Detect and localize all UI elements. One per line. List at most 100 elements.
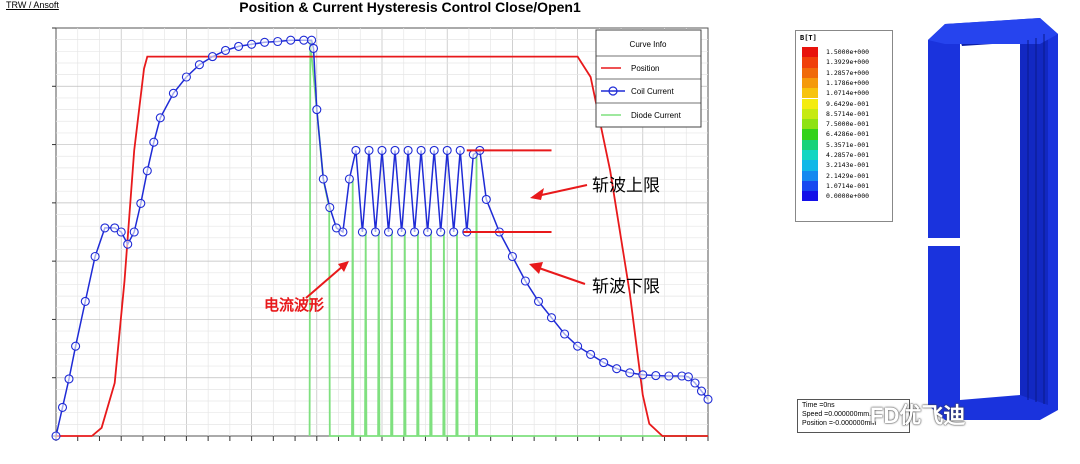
coil-current-point (703, 394, 713, 404)
field-scale-row: 1.3929e+000 (802, 57, 888, 68)
coil-current-point (142, 166, 152, 176)
coil-current-point (377, 145, 387, 155)
field-scale-label: 1.0714e-001 (826, 181, 870, 190)
coil-current-point (247, 39, 257, 49)
field-scale-swatch (802, 119, 818, 130)
field-scale-label: 5.3571e-001 (826, 140, 870, 149)
coil-current-point (436, 227, 446, 237)
coil-current-point (312, 105, 322, 115)
annotation-lower-limit: 斩波下限 (592, 277, 660, 297)
field-scale-swatch (802, 160, 818, 171)
coil-current-point (397, 227, 407, 237)
field-scale-swatch (802, 47, 818, 58)
coil-current-point (260, 37, 270, 47)
field-scale-swatch (802, 77, 818, 89)
coil-current-series (51, 35, 713, 441)
legend-title: Curve Info (630, 40, 667, 49)
field-scale-row: 9.6429e-001 (802, 98, 888, 109)
coil-current-point (560, 329, 570, 339)
position-series (56, 55, 708, 437)
coil-current-point (64, 374, 74, 384)
field-legend-title: B[T] (800, 34, 817, 42)
coil-current-point (664, 371, 674, 381)
field-scale-row: 7.5000e-001 (802, 119, 888, 130)
coil-current-point (696, 386, 707, 396)
coil-current-point (383, 227, 394, 237)
coil-current-point (100, 223, 110, 233)
field-scale-row: 1.0714e+000 (802, 88, 888, 99)
field-color-legend: B[T] 1.5000e+000 1.3929e+000 1.2857e+000 1.… (795, 30, 893, 222)
coil-current-point (351, 145, 361, 155)
coil-current-point (455, 145, 465, 155)
chart-title: Position & Current Hysteresis Control Cl… (239, 0, 581, 15)
legend-marker-coil (608, 86, 618, 96)
coil-current-point (449, 227, 459, 237)
sim-time: Time =0ns (802, 402, 835, 409)
coil-current-point (651, 371, 661, 381)
field-scale-swatch (802, 170, 818, 181)
actuator-3d-model (928, 18, 1058, 420)
field-scale-label: 1.5000e+000 (826, 48, 870, 56)
coil-current-point (690, 378, 700, 388)
field-scale-row: 8.5714e-001 (802, 108, 888, 120)
field-scale-row: 5.3571e-001 (802, 139, 888, 150)
coil-current-point (168, 88, 178, 98)
coil-current-point (123, 239, 133, 249)
coil-current-point (423, 227, 433, 237)
coil-current-point (586, 349, 596, 359)
field-scale-row: 1.2857e+000 (802, 67, 888, 78)
field-scale-label: 3.2143e-001 (826, 161, 870, 170)
field-scale-label: 6.4286e-001 (826, 130, 870, 139)
sim-speed: Speed =0.000000mm... (802, 411, 875, 418)
coil-current-point (149, 137, 159, 147)
coil-current-point (194, 60, 204, 70)
annotations: 斩波上限 斩波下限 电流波形 (264, 176, 660, 314)
field-scale-row: 1.1786e+000 (802, 77, 888, 89)
coil-current-point (338, 227, 348, 237)
coil-current-point (683, 372, 693, 382)
sim-info-box: Time =0ns Speed =0.000000mm... Position … (797, 399, 910, 433)
coil-current-point (318, 174, 328, 184)
coil-current-point (307, 35, 317, 45)
coil-current-point (612, 364, 622, 374)
coil-current-point (325, 202, 335, 213)
field-scale-label: 2.1429e-001 (826, 171, 870, 180)
field-scale-row: 1.5000e+000 (802, 47, 888, 58)
coil-current-point (573, 341, 583, 351)
field-scale-label: 0.0000e+000 (826, 192, 870, 201)
coil-current-point (220, 45, 231, 55)
field-scale-label: 1.1786e+000 (826, 78, 870, 87)
coil-current-point (286, 35, 296, 45)
coil-current-point (234, 41, 244, 51)
coil-current-point (507, 251, 517, 262)
legend-entry-position: Position (631, 64, 659, 73)
coil-current-point (116, 227, 126, 237)
coil-current-point (331, 223, 341, 233)
coil-current-point (429, 145, 439, 155)
coil-current-point (546, 313, 557, 323)
coil-current-point (520, 276, 530, 286)
field-scale-row: 3.2143e-001 (802, 160, 888, 171)
coil-current-point (625, 368, 635, 378)
field-scale-swatch (802, 150, 818, 161)
field-scale-label: 7.5000e-001 (826, 120, 870, 129)
field-scale-swatch (802, 139, 818, 150)
field-scale-swatch (802, 180, 818, 192)
diode-current-line (308, 40, 708, 437)
coil-current-point (129, 227, 139, 237)
coil-current-point (110, 223, 120, 233)
coil-current-point (299, 35, 309, 45)
annotation-upper-limit: 斩波上限 (592, 176, 660, 196)
coil-current-point (481, 194, 491, 204)
coil-current-point (403, 145, 413, 155)
field-scale-row: 1.0714e-001 (802, 180, 888, 192)
coil-current-point (308, 43, 319, 53)
coil-current-point (181, 72, 191, 82)
field-scale-row: 4.2857e-001 (802, 150, 888, 161)
field-scale-row: 0.0000e+000 (802, 191, 888, 202)
position-line (56, 55, 708, 437)
field-scale-label: 1.2857e+000 (826, 68, 870, 77)
coil-current-point (410, 227, 420, 237)
coil-current-point (273, 36, 283, 47)
